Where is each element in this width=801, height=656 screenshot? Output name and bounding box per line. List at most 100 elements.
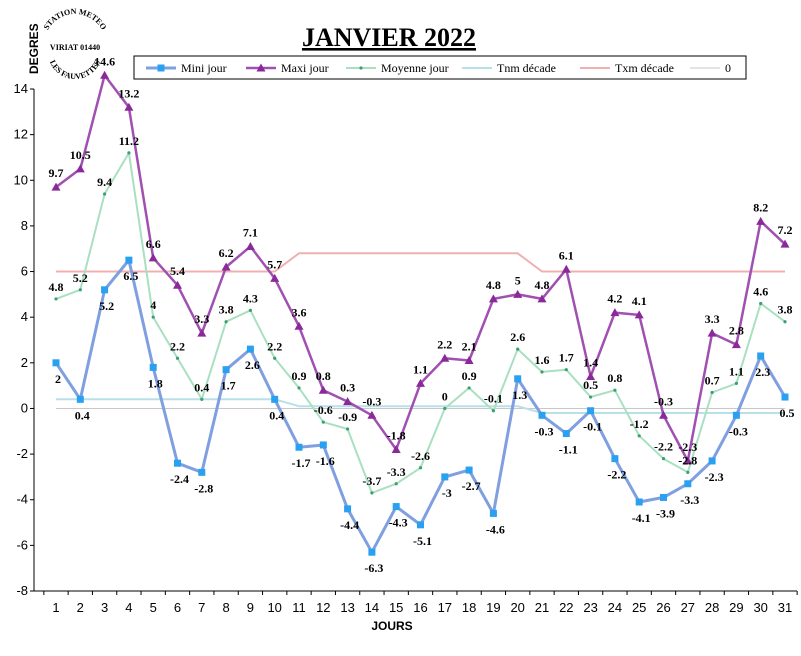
data-label-mini-jour: 2.6: [245, 358, 260, 372]
point-mini-jour: [538, 411, 546, 419]
point-maxi-jour: [440, 353, 450, 362]
point-mini-jour: [52, 359, 60, 367]
stamp-top-text: STATION METEO: [42, 7, 109, 31]
data-label-maxi-jour: 1.1: [413, 362, 428, 376]
legend-marker: [157, 64, 165, 72]
x-tick-label: 9: [247, 600, 254, 615]
data-label-mini-jour: -1.6: [316, 454, 335, 468]
data-label-moyenne-jour: 2.2: [170, 339, 185, 353]
legend-marker: [256, 63, 266, 72]
point-moyenne-jour: [734, 381, 739, 385]
data-label-maxi-jour: 13.2: [118, 86, 139, 100]
data-label-maxi-jour: 5.4: [170, 264, 185, 278]
data-label-maxi-jour: 3.3: [194, 312, 209, 326]
station-stamp: STATION METEO VIRIAT 01440 LES FAUVETTES: [42, 7, 109, 81]
legend-label: Maxi jour: [281, 61, 329, 75]
point-mini-jour: [76, 395, 84, 403]
point-moyenne-jour: [394, 482, 398, 486]
point-mini-jour: [198, 468, 206, 476]
point-mini-jour: [368, 548, 376, 556]
data-label-maxi-jour: 1.4: [583, 356, 598, 370]
point-maxi-jour: [634, 310, 644, 319]
point-maxi-jour: [416, 378, 425, 387]
y-tick-label: 10: [14, 172, 28, 187]
data-label-moyenne-jour: 1.1: [729, 364, 744, 378]
data-label-maxi-jour: 9.7: [49, 166, 64, 180]
x-tick-label: 11: [292, 600, 306, 615]
data-label-maxi-jour: 6.2: [219, 246, 234, 260]
point-moyenne-jour: [175, 356, 180, 360]
data-label-moyenne-jour: 0.7: [705, 374, 720, 388]
data-label-mini-jour: 1.3: [512, 388, 527, 402]
point-maxi-jour: [148, 253, 158, 262]
data-label-maxi-jour: 4.1: [632, 294, 647, 308]
point-maxi-jour: [683, 456, 693, 465]
data-label-moyenne-jour: 4: [150, 298, 156, 312]
data-label-moyenne-jour: 0.4: [194, 380, 209, 394]
point-moyenne-jour: [346, 427, 350, 431]
x-tick-label: 22: [559, 600, 573, 615]
data-label-maxi-jour: 5.7: [267, 257, 282, 271]
data-label-maxi-jour: 0.8: [316, 369, 331, 383]
point-mini-jour: [489, 509, 497, 517]
x-tick-label: 27: [681, 600, 695, 615]
data-label-moyenne-jour: -3.3: [387, 465, 406, 479]
point-mini-jour: [660, 493, 667, 501]
data-label-maxi-jour: -2.3: [678, 440, 697, 454]
data-label-maxi-jour: 2.2: [437, 337, 452, 351]
data-label-moyenne-jour: 0.9: [292, 369, 307, 383]
x-axis-label: JOURS: [371, 619, 412, 633]
x-tick-label: 29: [729, 600, 743, 615]
point-moyenne-jour: [297, 386, 301, 390]
point-maxi-jour: [51, 182, 61, 191]
data-label-mini-jour: 0.5: [780, 406, 795, 420]
data-label-moyenne-jour: 0.9: [462, 369, 477, 383]
data-label-maxi-jour: 3.6: [292, 305, 307, 319]
data-label-moyenne-jour: 0: [442, 390, 448, 404]
point-moyenne-jour: [491, 409, 495, 413]
point-mini-jour: [319, 441, 327, 449]
legend-item-tnm-decade: Tnm décade: [462, 61, 556, 75]
data-label-maxi-jour: 7.1: [243, 225, 258, 239]
y-tick-label: 4: [21, 309, 28, 324]
legend-frame: [133, 55, 747, 80]
x-tick-label: 3: [101, 600, 108, 615]
data-label-moyenne-jour: -1.2: [630, 417, 649, 431]
point-maxi-jour: [343, 397, 353, 406]
data-label-moyenne-jour: -2.8: [678, 453, 697, 467]
point-moyenne-jour: [248, 308, 252, 312]
data-label-maxi-jour: 2.1: [462, 340, 477, 354]
point-mini-jour: [441, 473, 449, 481]
point-maxi-jour: [100, 70, 110, 79]
point-moyenne-jour: [564, 368, 568, 372]
data-label-mini-jour: -5.1: [413, 534, 432, 548]
point-mini-jour: [125, 256, 133, 264]
data-label-mini-jour: -3: [442, 486, 452, 500]
data-label-mini-jour: -0.3: [729, 424, 748, 438]
legend-label: Txm décade: [615, 61, 674, 75]
point-moyenne-jour: [759, 301, 763, 306]
point-maxi-jour: [707, 328, 717, 337]
data-label-mini-jour: -4.3: [389, 516, 408, 530]
x-tick-label: 7: [198, 600, 205, 615]
point-moyenne-jour: [443, 406, 447, 411]
data-label-mini-jour: -4.1: [632, 511, 651, 525]
data-label-mini-jour: -3.9: [656, 506, 675, 520]
data-label-moyenne-jour: 3.8: [778, 303, 793, 317]
y-axis-label: DEGRES: [27, 23, 41, 74]
point-moyenne-jour: [516, 347, 520, 351]
data-label-mini-jour: 1.8: [148, 376, 163, 390]
point-mini-jour: [344, 505, 352, 513]
point-maxi-jour: [513, 289, 523, 298]
point-moyenne-jour: [540, 370, 544, 374]
y-tick-label: 14: [14, 81, 28, 96]
point-moyenne-jour: [78, 288, 82, 292]
point-mini-jour: [757, 352, 765, 360]
data-label-moyenne-jour: 5.2: [73, 271, 88, 285]
point-maxi-jour: [75, 164, 85, 173]
data-label-mini-jour: -2.3: [705, 470, 724, 484]
point-maxi-jour: [659, 410, 668, 419]
data-label-mini-jour: 0.4: [269, 408, 284, 422]
